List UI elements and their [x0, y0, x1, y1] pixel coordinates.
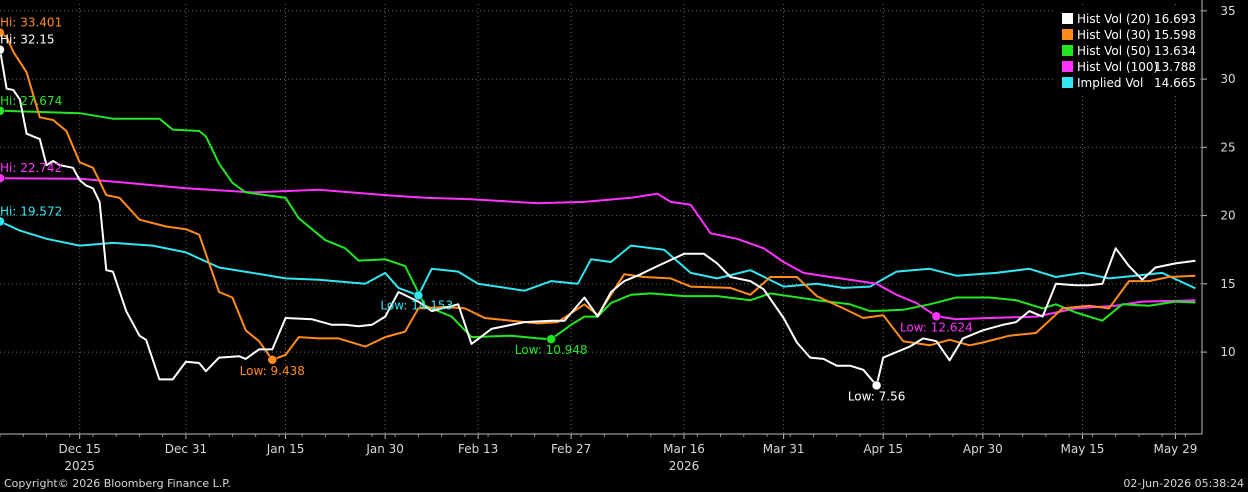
x-tick-label: Dec 15: [59, 442, 101, 456]
annotation-marker: [931, 311, 942, 322]
y-axis: 10 15 20 25 30 35: [1201, 0, 1236, 434]
annotation-marker: [0, 44, 5, 55]
legend-swatch: [1062, 13, 1073, 24]
annotation-label: Hi: 32.15: [0, 33, 55, 47]
annotation-marker: [0, 173, 5, 183]
annotation-label: Low: 9.438: [240, 364, 305, 378]
annotation-marker: [0, 27, 5, 38]
annotation-label: Low: 14.153: [380, 298, 453, 312]
annotation-marker: [0, 216, 5, 227]
y-tick-label: 30: [1220, 72, 1235, 86]
x-tick-label: Jan 30: [365, 442, 404, 456]
series-layer: [0, 31, 1196, 387]
legend-series-name: Hist Vol (20): [1077, 12, 1151, 26]
annotation-label: Hi: 27.674: [0, 94, 62, 108]
x-tick-label: Dec 31: [165, 442, 207, 456]
annotation-label: Hi: 22.742: [0, 161, 62, 175]
annotation-marker: [413, 290, 424, 301]
footer-timestamp: 02-Jun-2026 05:38:24: [1123, 477, 1244, 490]
annotation-marker: [546, 334, 556, 344]
series-line: [0, 49, 1196, 387]
legend-box: [1056, 7, 1198, 93]
legend-series-value: 13.788: [1154, 60, 1196, 74]
x-tick-label: Jan 15: [266, 442, 305, 456]
legend-series-value: 15.598: [1154, 28, 1196, 42]
x-tick-label: Apr 30: [963, 442, 1003, 456]
legend-swatch: [1062, 61, 1073, 72]
series-line: [0, 31, 1196, 361]
legend-series-name: Hist Vol (50): [1077, 44, 1151, 58]
legend-series-name: Implied Vol: [1077, 76, 1143, 90]
legend-series-value: 16.693: [1154, 12, 1196, 26]
y-tick-label: 15: [1220, 277, 1235, 291]
legend-series-name: Hist Vol (100): [1077, 60, 1158, 74]
x-tick-label: Apr 15: [863, 442, 903, 456]
footer-copyright: Copyright© 2026 Bloomberg Finance L.P.: [4, 477, 231, 490]
annotation-label: Hi: 19.572: [0, 204, 62, 218]
legend-series-name: Hist Vol (30): [1077, 28, 1151, 42]
annotation-marker: [871, 380, 882, 391]
annotation-label: Low: 7.56: [848, 389, 906, 403]
x-year-label: 2026: [669, 459, 700, 473]
legend-swatch: [1062, 45, 1073, 56]
annotation-layer: Hi: 33.401 Hi: 32.15 Hi: 27.674 Hi: 22.742 H…: [0, 16, 973, 403]
x-tick-label: Feb 13: [458, 442, 498, 456]
series-line: [0, 220, 1196, 297]
legend-series-value: 14.665: [1154, 76, 1196, 90]
y-tick-label: 25: [1220, 140, 1235, 154]
y-tick-label: 10: [1220, 345, 1235, 359]
annotation-label: Hi: 33.401: [0, 16, 62, 30]
legend-swatch: [1062, 29, 1073, 40]
x-tick-label: May 15: [1061, 442, 1105, 456]
y-tick-label: 20: [1220, 209, 1235, 223]
series-line: [0, 109, 1196, 341]
annotation-marker: [0, 106, 5, 116]
x-year-label: 2025: [64, 459, 95, 473]
y-tick-label: 35: [1220, 4, 1235, 18]
x-tick-label: May 29: [1153, 442, 1197, 456]
annotation-marker: [267, 355, 278, 365]
x-axis: Dec 15 Dec 31 Jan 15 Jan 30 Feb 13 Feb 27 Mar …: [0, 433, 1202, 473]
series-line: [0, 177, 1196, 321]
x-tick-label: Feb 27: [551, 442, 591, 456]
x-tick-label: Mar 16: [663, 442, 705, 456]
annotation-label: Low: 12.624: [900, 320, 973, 334]
grid-lines: [0, 4, 1202, 434]
annotation-label: Low: 10.948: [515, 343, 588, 357]
legend-swatch: [1062, 77, 1073, 88]
x-tick-label: Mar 31: [763, 442, 805, 456]
legend-series-value: 13.634: [1154, 44, 1196, 58]
